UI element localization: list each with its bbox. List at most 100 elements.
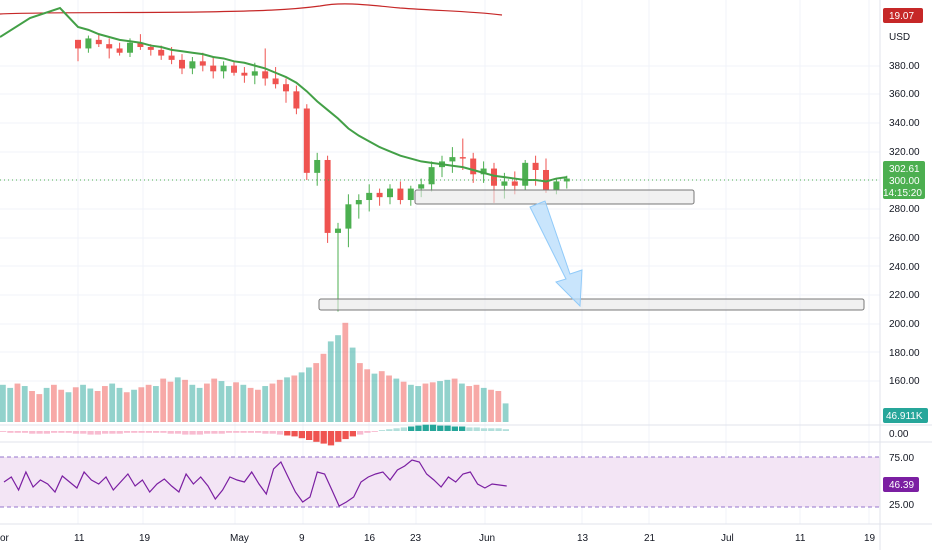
candle-body <box>137 42 144 48</box>
macd-bar <box>313 431 320 442</box>
candle-body <box>324 159 331 233</box>
candle-body <box>199 61 206 66</box>
volume-bar <box>240 384 247 422</box>
candle-body <box>428 167 435 185</box>
candle-body <box>272 78 279 85</box>
candle-body <box>563 178 570 182</box>
macd-bar <box>153 431 160 433</box>
candle-body <box>158 49 165 56</box>
last-price-tag <box>883 161 925 199</box>
volume-bar <box>437 381 443 422</box>
time-label: 21 <box>644 533 656 544</box>
macd-bar <box>429 424 437 431</box>
time-axis[interactable]: or 11 19 May 9 16 23 Jun 13 21 Jul 11 19 <box>0 533 876 544</box>
macd-bar <box>51 431 58 433</box>
candle-body <box>480 168 487 175</box>
macd-bar <box>393 428 400 431</box>
macd-bar <box>123 431 131 433</box>
price-axis[interactable]: USD 380.00 360.00 340.00 320.00 280.00 2… <box>883 8 928 511</box>
volume-bar <box>131 389 137 422</box>
candle-body <box>407 188 414 201</box>
time-label: 19 <box>864 533 876 544</box>
candle-body <box>522 162 529 186</box>
macd-bar <box>116 431 123 434</box>
candle-body <box>147 47 154 50</box>
candle-body <box>168 55 175 60</box>
macd-bar <box>291 431 298 437</box>
volume-bar <box>298 372 305 422</box>
macd-bar <box>182 431 189 435</box>
resistance-zone[interactable] <box>414 189 695 205</box>
volume-bar <box>58 389 65 422</box>
volume-bar <box>444 379 451 422</box>
macd-bar <box>72 431 80 434</box>
candle-body <box>241 72 248 76</box>
macd-bar <box>58 431 65 433</box>
volume-bar <box>51 384 57 422</box>
candle-body <box>418 184 425 189</box>
volume-bar <box>43 387 50 422</box>
candle-body <box>553 181 560 191</box>
candle-body <box>501 181 508 186</box>
time-label: or <box>0 533 10 544</box>
volume-bar <box>225 386 232 422</box>
volume-bar <box>196 387 203 422</box>
moving-average-line <box>0 6 567 183</box>
candle-body <box>231 65 237 73</box>
macd-bar <box>371 431 378 432</box>
candle-body <box>283 84 289 92</box>
volume-bar <box>21 386 28 422</box>
macd-bar <box>269 431 276 434</box>
candle-body <box>345 204 352 229</box>
rsi-band <box>0 457 880 507</box>
candle-body <box>179 59 185 69</box>
time-label: 11 <box>74 533 85 544</box>
macd-bar <box>459 426 466 431</box>
volume-bar <box>306 367 312 422</box>
candle-body <box>511 181 518 186</box>
target-zone[interactable] <box>318 298 865 311</box>
volume-bar <box>378 371 385 422</box>
macd-bar <box>342 431 349 440</box>
macd-bar <box>138 431 145 433</box>
volume-bar <box>284 377 290 422</box>
volume-bar <box>145 384 152 422</box>
upper-ma-line <box>0 3 503 16</box>
volume-bar <box>116 387 123 422</box>
volume-bar <box>466 386 473 422</box>
macd-bar <box>386 429 393 431</box>
candle-body <box>459 157 466 159</box>
macd-bar <box>298 431 305 439</box>
candle-body <box>376 192 383 198</box>
price-tick: 240.00 <box>889 262 920 273</box>
level-price-text: 300.00 <box>889 176 920 187</box>
volume-bar <box>386 375 392 422</box>
volume-bar <box>211 378 218 422</box>
volume-bar <box>80 384 86 422</box>
volume-bar <box>7 387 14 422</box>
macd-bar <box>262 431 269 434</box>
volume-bar <box>393 378 400 422</box>
macd-histogram <box>0 424 509 446</box>
time-label: 16 <box>364 533 376 544</box>
rsi-value-tag <box>883 477 919 492</box>
macd-bar <box>102 431 109 434</box>
macd-bar <box>247 431 254 433</box>
down-arrow-shape[interactable] <box>529 200 583 308</box>
volume-bar <box>87 388 94 422</box>
time-label: 13 <box>577 533 589 544</box>
candle-body <box>262 71 269 79</box>
volume-bar <box>495 391 502 422</box>
macd-bar <box>0 431 7 432</box>
volume-bar <box>65 392 72 422</box>
macd-bar <box>400 427 407 431</box>
volume-text: 46.911K <box>886 411 923 422</box>
volume-bar <box>109 383 116 422</box>
time-label: 9 <box>299 533 305 544</box>
rsi-upper-label: 75.00 <box>889 453 914 464</box>
macd-bar <box>408 426 415 431</box>
candle-body <box>543 169 549 191</box>
volume-bar <box>29 391 35 422</box>
